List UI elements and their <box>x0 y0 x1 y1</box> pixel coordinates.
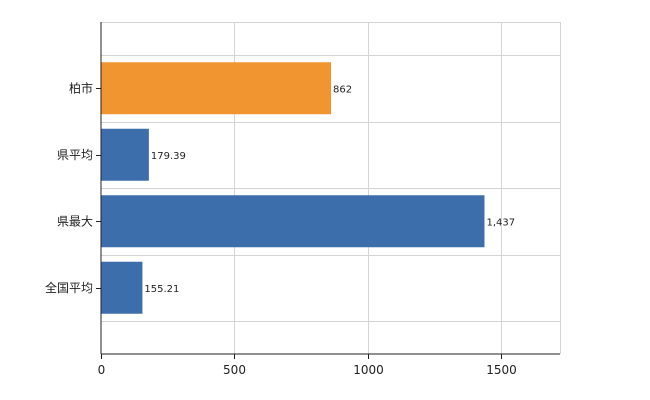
category-label: 柏市 <box>69 80 93 95</box>
gridlines <box>96 22 561 359</box>
axes <box>100 22 560 355</box>
category-label: 県平均 <box>57 148 93 162</box>
bar <box>101 62 332 115</box>
data-label: 862 <box>333 84 352 95</box>
category-label: 全国平均 <box>45 280 93 295</box>
labels: 0 500 1000 1500 柏市 862 県平均 179.39 県最大 1,437 全国平均 15… <box>45 80 517 377</box>
x-tick-label: 1000 <box>353 363 384 377</box>
bar <box>101 128 149 181</box>
data-label: 179.39 <box>151 151 186 162</box>
bars <box>101 62 485 314</box>
x-tick-label: 0 <box>98 363 106 377</box>
data-label: 1,437 <box>486 217 515 228</box>
data-label: 155.21 <box>144 284 179 295</box>
category-label: 県最大 <box>57 214 93 228</box>
bar <box>101 195 485 248</box>
x-tick-label: 1500 <box>486 363 517 377</box>
bar <box>101 261 143 314</box>
x-tick-label: 500 <box>223 363 246 377</box>
